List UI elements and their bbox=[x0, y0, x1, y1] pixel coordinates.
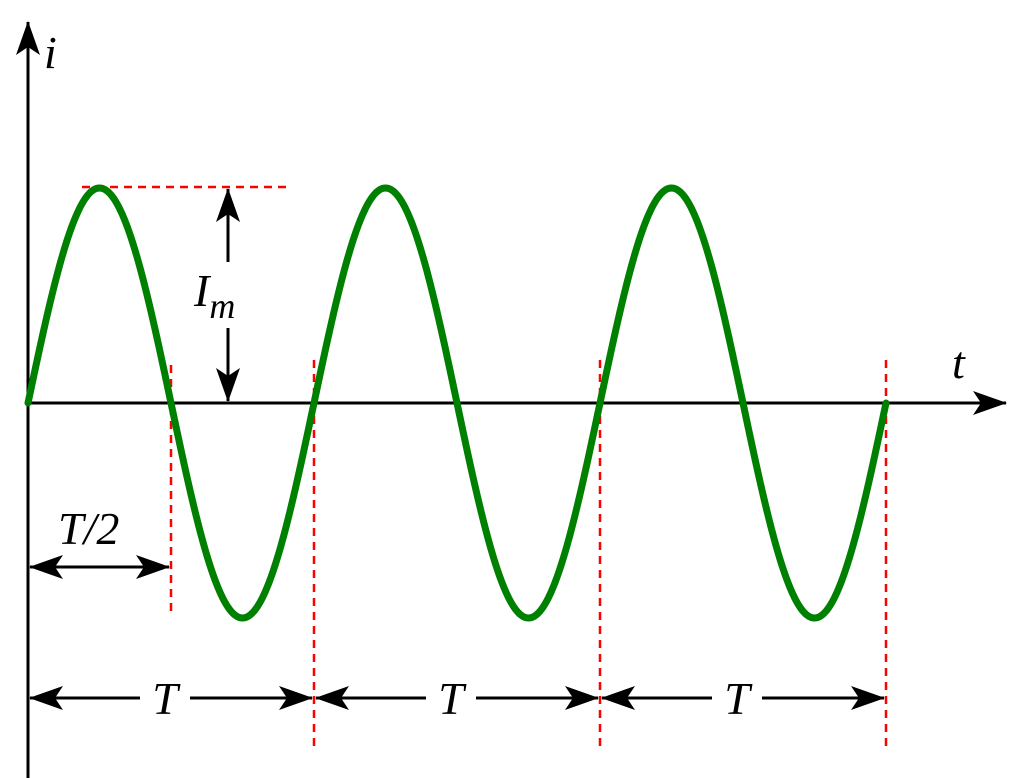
period-label-2: T bbox=[438, 673, 467, 724]
vertical-axis-label: i bbox=[44, 27, 57, 78]
amplitude-label: Im bbox=[193, 265, 235, 326]
amplitude-label-subscript: m bbox=[209, 286, 235, 326]
guide-lines bbox=[82, 185, 888, 752]
horizontal-axis-label: t bbox=[952, 337, 966, 388]
amplitude-label-main: I bbox=[193, 265, 212, 316]
period-label-1: T bbox=[152, 673, 181, 724]
period-label-3: T bbox=[724, 673, 753, 724]
sine-wave bbox=[24, 184, 890, 622]
half-period-label: T/2 bbox=[58, 503, 119, 554]
